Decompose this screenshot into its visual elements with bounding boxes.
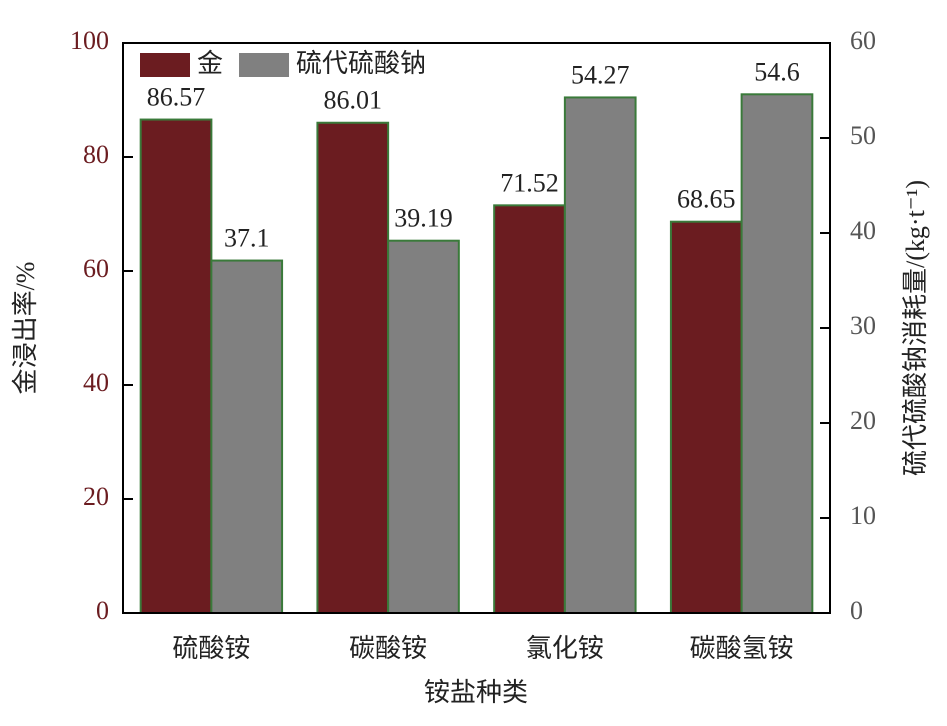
y2-tick-label: 40 [850, 216, 876, 245]
legend-label: 硫代硫酸钠 [296, 49, 426, 78]
y-axis-label: 金浸出率/% [11, 262, 40, 395]
y-tick-label: 100 [70, 26, 109, 55]
data-label: 37.1 [224, 224, 270, 253]
y-tick-label: 40 [83, 368, 109, 397]
y-tick-label: 20 [83, 482, 109, 511]
bar [316, 121, 390, 614]
bar [493, 204, 566, 614]
data-label: 68.65 [677, 185, 736, 214]
data-label: 39.19 [394, 204, 453, 233]
data-label: 86.01 [324, 86, 383, 115]
y2-axis-label: 硫代硫酸钠消耗量/(kg·t⁻¹) [901, 180, 930, 476]
x-axis-label: 铵盐种类 [424, 678, 528, 707]
bar [669, 220, 743, 614]
y-tick-label: 60 [83, 254, 109, 283]
y2-tick-label: 50 [850, 121, 876, 150]
bar [387, 239, 460, 614]
plot-frame [122, 42, 831, 614]
y2-tick-label: 60 [850, 26, 876, 55]
legend-swatch [239, 53, 290, 77]
data-label: 54.27 [571, 60, 630, 89]
bar [740, 93, 814, 615]
bar [563, 96, 637, 614]
y2-tick-label: 20 [850, 406, 876, 435]
legend-label: 金 [197, 49, 223, 78]
y2-tick-label: 0 [850, 596, 863, 625]
x-tick-label: 氯化铵 [526, 634, 604, 663]
data-label: 86.57 [147, 83, 206, 112]
data-label: 71.52 [500, 168, 559, 197]
x-tick-label: 碳酸氢铵 [690, 634, 794, 663]
x-tick-label: 碳酸铵 [349, 634, 427, 663]
bar [210, 259, 284, 614]
y2-tick-label: 10 [850, 501, 876, 530]
y2-tick-label: 30 [850, 311, 876, 340]
legend-swatch [140, 53, 190, 77]
bar [139, 118, 213, 615]
data-label: 54.6 [754, 57, 800, 86]
y-tick-label: 80 [83, 140, 109, 169]
y-tick-label: 0 [96, 596, 109, 625]
x-tick-label: 硫酸铵 [172, 634, 250, 663]
